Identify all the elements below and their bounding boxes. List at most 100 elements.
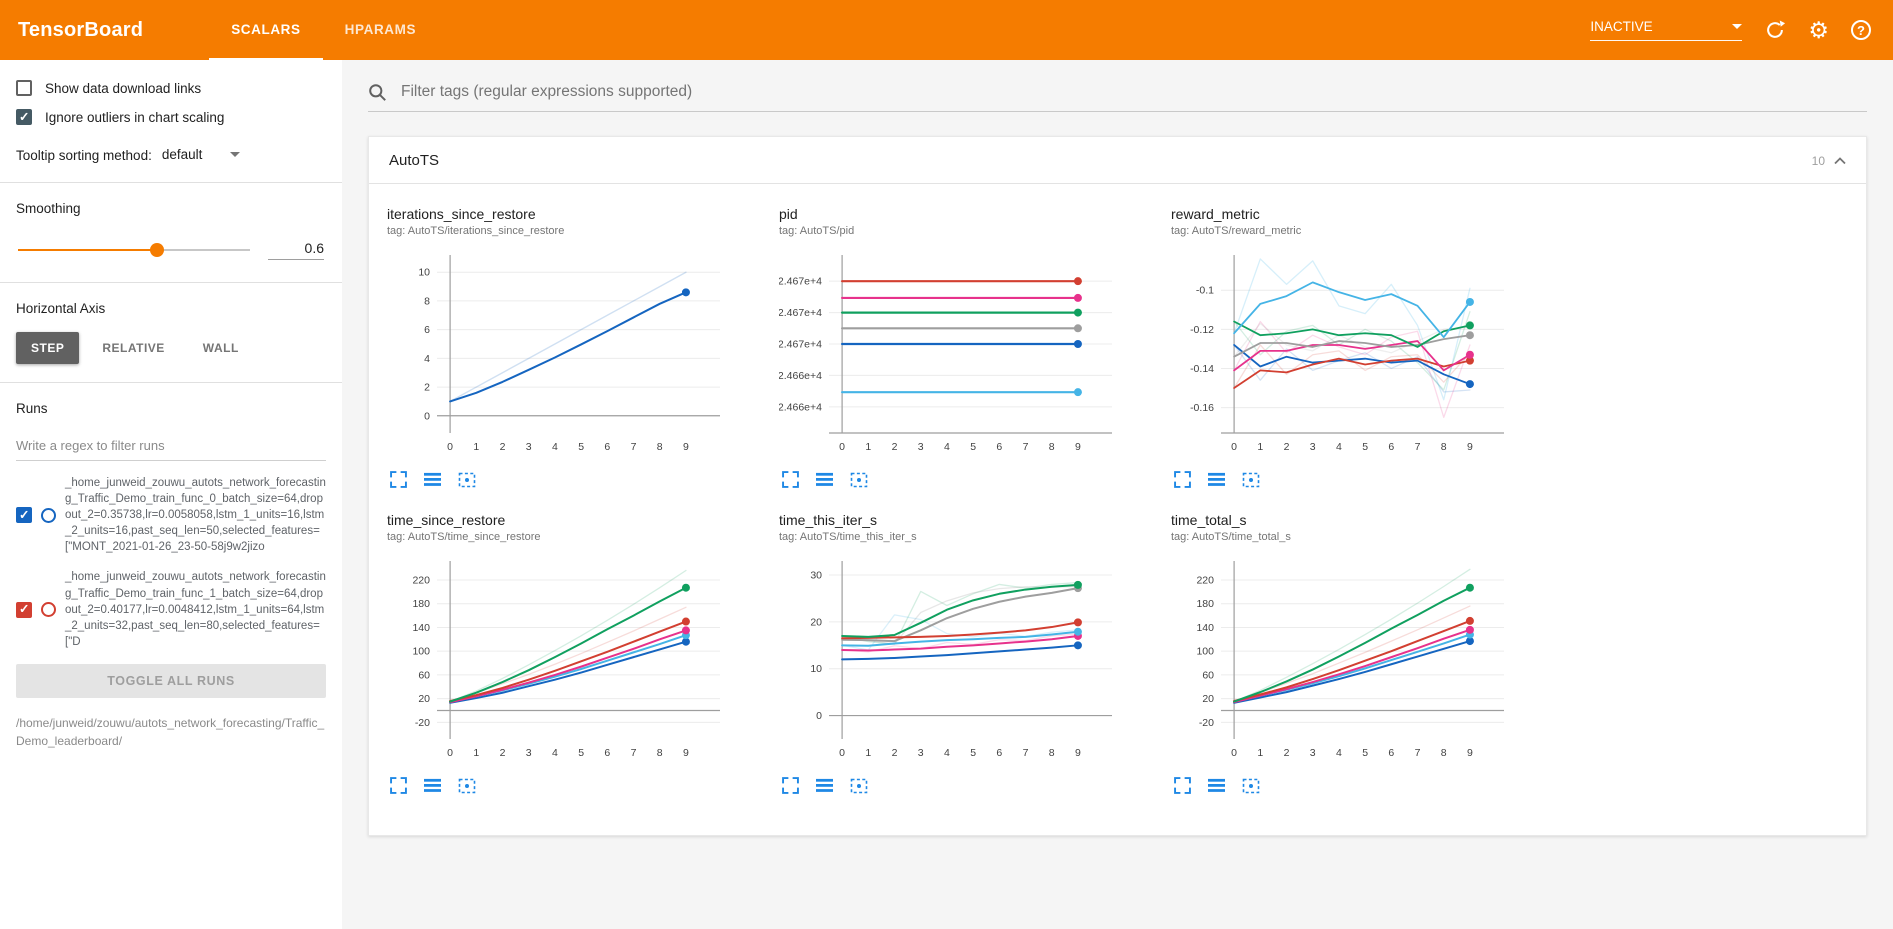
chart-title: reward_metric — [1171, 206, 1260, 222]
log-scale-icon[interactable] — [1208, 472, 1225, 487]
svg-text:3: 3 — [526, 747, 532, 759]
help-icon[interactable]: ? — [1851, 20, 1871, 40]
chevron-up-icon[interactable] — [1834, 156, 1846, 165]
chart-card-time-this-iter: time_this_iter_s tag: AutoTS/time_this_i… — [779, 512, 1141, 794]
chart-card-reward-metric: reward_metric tag: AutoTS/reward_metric … — [1171, 206, 1533, 488]
svg-text:6: 6 — [604, 441, 610, 453]
expand-chart-icon[interactable] — [1174, 471, 1191, 488]
svg-text:2: 2 — [500, 441, 506, 453]
svg-text:140: 140 — [412, 622, 430, 634]
svg-text:2: 2 — [424, 382, 430, 394]
svg-text:8: 8 — [1441, 747, 1447, 759]
smoothing-slider[interactable] — [18, 243, 250, 257]
dashboard-main: AutoTS 10 iterations_since_restore tag: … — [342, 60, 1893, 929]
log-scale-icon[interactable] — [1208, 778, 1225, 793]
main-tabs: SCALARS HPARAMS — [209, 0, 438, 60]
svg-text:2.467e+4: 2.467e+4 — [779, 339, 822, 351]
smoothing-value[interactable]: 0.6 — [268, 240, 324, 260]
expand-chart-icon[interactable] — [782, 777, 799, 794]
refresh-icon[interactable] — [1764, 19, 1786, 41]
svg-text:140: 140 — [1196, 622, 1214, 634]
svg-text:5: 5 — [578, 441, 584, 453]
run-item: _home_junweid_zouwu_autots_network_forec… — [16, 569, 326, 649]
svg-text:6: 6 — [1388, 441, 1394, 453]
run-checkbox[interactable] — [16, 601, 32, 618]
tag-filter-input[interactable] — [399, 82, 1867, 102]
tab-hparams[interactable]: HPARAMS — [344, 21, 417, 37]
option-show-download-links[interactable]: Show data download links — [16, 80, 326, 96]
settings-gear-icon[interactable]: ⚙ — [1808, 16, 1829, 43]
svg-text:8: 8 — [1049, 441, 1055, 453]
section-header[interactable]: AutoTS 10 — [369, 137, 1866, 184]
svg-text:30: 30 — [810, 570, 822, 582]
svg-text:220: 220 — [412, 574, 430, 586]
fit-domain-icon[interactable] — [850, 778, 868, 794]
svg-text:4: 4 — [1336, 441, 1342, 453]
svg-text:9: 9 — [1467, 441, 1473, 453]
svg-text:20: 20 — [810, 616, 822, 628]
chart-tag: tag: AutoTS/time_since_restore — [387, 531, 541, 543]
run-radio[interactable] — [41, 507, 56, 523]
expand-chart-icon[interactable] — [390, 471, 407, 488]
svg-text:60: 60 — [418, 669, 430, 681]
svg-text:9: 9 — [1075, 747, 1081, 759]
log-scale-icon[interactable] — [424, 778, 441, 793]
slider-thumb[interactable] — [150, 243, 165, 257]
checkbox-icon[interactable] — [16, 109, 32, 125]
chart-card-iterations-since-restore: iterations_since_restore tag: AutoTS/ite… — [387, 206, 749, 488]
svg-text:2.467e+4: 2.467e+4 — [779, 307, 822, 319]
log-scale-icon[interactable] — [424, 472, 441, 487]
tag-filter-bar — [368, 82, 1867, 112]
runs-filter-input[interactable] — [16, 432, 326, 461]
tooltip-sorting-dropdown[interactable]: default — [162, 147, 241, 164]
status-dropdown[interactable]: INACTIVE — [1590, 19, 1743, 41]
run-radio[interactable] — [41, 602, 56, 618]
chart-title: time_this_iter_s — [779, 512, 878, 528]
expand-chart-icon[interactable] — [1174, 777, 1191, 794]
svg-text:4: 4 — [424, 353, 430, 365]
fit-domain-icon[interactable] — [1242, 778, 1260, 794]
svg-text:4: 4 — [944, 747, 950, 759]
svg-text:60: 60 — [1202, 669, 1214, 681]
log-scale-icon[interactable] — [816, 778, 833, 793]
expand-chart-icon[interactable] — [390, 777, 407, 794]
log-directory-path: /home/junweid/zouwu/autots_network_forec… — [16, 715, 325, 748]
chart-tag: tag: AutoTS/pid — [779, 225, 855, 237]
svg-text:0: 0 — [839, 441, 845, 453]
svg-text:0: 0 — [1231, 441, 1237, 453]
checkbox-icon[interactable] — [16, 80, 32, 96]
axis-button-wall[interactable]: WALL — [202, 341, 239, 355]
svg-text:2.467e+4: 2.467e+4 — [779, 276, 822, 288]
runs-label: Runs — [16, 401, 48, 416]
slider-fill — [18, 249, 158, 251]
option-ignore-outliers[interactable]: Ignore outliers in chart scaling — [16, 109, 326, 125]
expand-chart-icon[interactable] — [782, 471, 799, 488]
svg-text:100: 100 — [1196, 646, 1214, 658]
svg-text:5: 5 — [970, 441, 976, 453]
axis-button-relative[interactable]: RELATIVE — [102, 341, 165, 355]
fit-domain-icon[interactable] — [458, 778, 476, 794]
fit-domain-icon[interactable] — [850, 472, 868, 488]
svg-text:2.466e+4: 2.466e+4 — [779, 401, 822, 413]
svg-text:2: 2 — [1284, 441, 1290, 453]
svg-text:3: 3 — [1310, 747, 1316, 759]
svg-text:2: 2 — [500, 747, 506, 759]
tab-scalars[interactable]: SCALARS — [209, 0, 323, 60]
svg-text:1: 1 — [1257, 441, 1263, 453]
line-chart: -20 20 60 100 140 180 220 0 1 2 3 4 5 6 7 8 9 — [412, 561, 720, 759]
run-item: _home_junweid_zouwu_autots_network_forec… — [16, 475, 326, 555]
svg-text:8: 8 — [424, 295, 430, 307]
axis-button-step[interactable]: STEP — [16, 332, 80, 364]
chart-tag: tag: AutoTS/time_total_s — [1171, 531, 1291, 543]
fit-domain-icon[interactable] — [458, 472, 476, 488]
fit-domain-icon[interactable] — [1242, 472, 1260, 488]
toggle-all-runs-button[interactable]: TOGGLE ALL RUNS — [16, 663, 326, 698]
app-title: TensorBoard — [18, 18, 144, 41]
svg-text:3: 3 — [1310, 441, 1316, 453]
chart-tag: tag: AutoTS/iterations_since_restore — [387, 225, 565, 237]
svg-text:4: 4 — [1336, 747, 1342, 759]
log-scale-icon[interactable] — [816, 472, 833, 487]
run-checkbox[interactable] — [16, 507, 32, 524]
svg-text:4: 4 — [944, 441, 950, 453]
svg-text:-0.14: -0.14 — [1190, 363, 1214, 375]
